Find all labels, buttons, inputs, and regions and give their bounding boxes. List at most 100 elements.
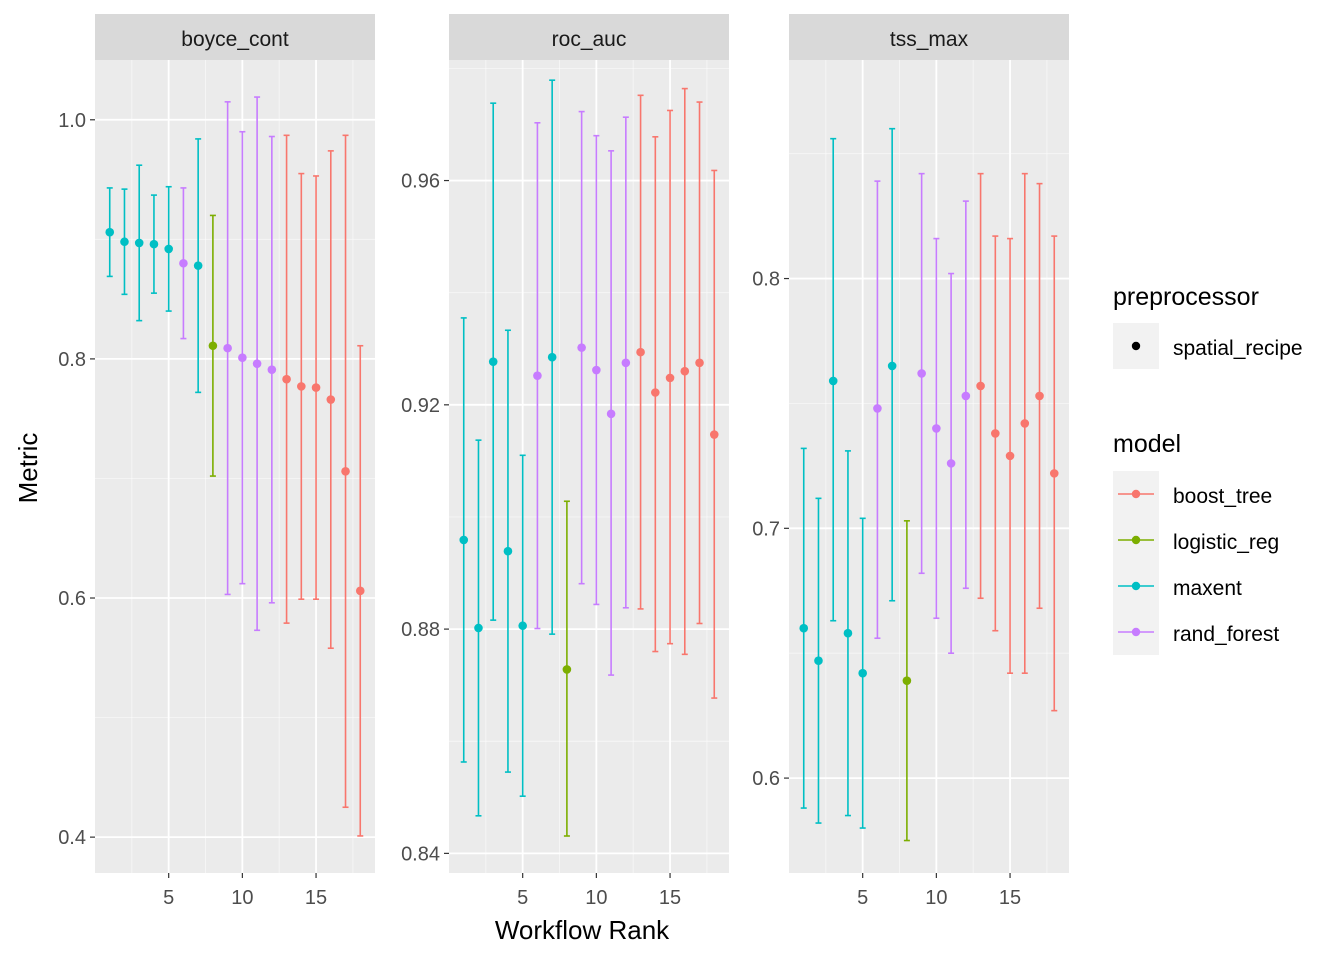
data-point-maxent bbox=[164, 244, 173, 254]
data-point-logistic_reg bbox=[902, 676, 912, 685]
errorbar-boost_tree bbox=[709, 169, 719, 699]
y-tick-label: 0.96 bbox=[401, 171, 440, 193]
errorbar-rand_forest bbox=[621, 116, 631, 609]
legend-key-point bbox=[1131, 535, 1141, 545]
data-point-rand_forest bbox=[873, 404, 882, 413]
data-point-rand_forest bbox=[252, 359, 262, 368]
legend-point-icon bbox=[1131, 341, 1141, 351]
data-point-maxent bbox=[134, 238, 144, 248]
x-tick-label: 15 bbox=[999, 887, 1021, 909]
errorbar-maxent bbox=[134, 164, 144, 322]
errorbar-rand_forest bbox=[873, 180, 882, 640]
data-point-maxent bbox=[547, 352, 557, 362]
errorbar-rand_forest bbox=[252, 96, 262, 632]
errorbar-rand_forest bbox=[932, 237, 941, 620]
legend-entry-logistic_reg: logistic_reg bbox=[1113, 517, 1279, 563]
data-point-maxent bbox=[814, 656, 823, 665]
data-point-rand_forest bbox=[621, 358, 631, 368]
data-point-boost_tree bbox=[709, 430, 719, 439]
data-point-boost_tree bbox=[282, 374, 291, 384]
x-tick-label: 10 bbox=[231, 887, 253, 909]
errorbar-maxent bbox=[193, 138, 203, 394]
data-point-maxent bbox=[843, 628, 853, 638]
y-tick-label: 0.92 bbox=[401, 395, 440, 417]
facet-roc_auc: roc_auc 0.84 0.88 0.92 0.96 5 10 15 bbox=[401, 14, 729, 909]
data-point-maxent bbox=[105, 227, 115, 237]
errorbar-boost_tree bbox=[991, 235, 1000, 632]
data-point-maxent bbox=[474, 623, 483, 633]
data-point-logistic_reg bbox=[562, 665, 572, 674]
errorbar-boost_tree bbox=[651, 136, 660, 653]
data-point-boost_tree bbox=[355, 586, 365, 596]
x-tick-label: 15 bbox=[305, 887, 327, 909]
legend-title-preprocessor: preprocessor bbox=[1113, 283, 1259, 311]
legend-title-model: model bbox=[1113, 430, 1181, 458]
legend-key-point bbox=[1131, 489, 1141, 499]
errorbar-boost_tree bbox=[326, 150, 336, 650]
data-point-boost_tree bbox=[680, 366, 690, 376]
errorbar-maxent bbox=[503, 329, 513, 773]
errorbar-boost_tree bbox=[695, 101, 704, 625]
legend-entry-maxent: maxent bbox=[1113, 563, 1242, 609]
data-point-rand_forest bbox=[238, 353, 247, 363]
errorbar-boost_tree bbox=[297, 172, 306, 601]
data-point-rand_forest bbox=[179, 258, 188, 268]
errorbar-boost_tree bbox=[1035, 182, 1044, 610]
data-point-boost_tree bbox=[976, 381, 985, 391]
errorbar-rand_forest bbox=[533, 121, 542, 630]
errorbar-maxent bbox=[547, 79, 557, 635]
data-point-boost_tree bbox=[1005, 451, 1015, 461]
legend-entry-rand_forest: rand_forest bbox=[1113, 609, 1279, 655]
x-tick-label: 5 bbox=[163, 887, 174, 909]
errorbar-logistic_reg bbox=[562, 500, 572, 837]
data-point-rand_forest bbox=[223, 343, 232, 353]
data-point-boost_tree bbox=[1049, 469, 1059, 478]
errorbar-maxent bbox=[149, 194, 159, 294]
errorbar-boost_tree bbox=[1005, 237, 1015, 674]
y-tick-label: 1.0 bbox=[58, 110, 86, 132]
errorbar-rand_forest bbox=[238, 130, 247, 585]
data-point-boost_tree bbox=[1020, 419, 1030, 428]
data-point-maxent bbox=[799, 623, 809, 633]
data-point-rand_forest bbox=[946, 459, 956, 468]
errorbar-rand_forest bbox=[223, 101, 232, 596]
errorbar-boost_tree bbox=[355, 344, 365, 837]
y-tick-label: 0.8 bbox=[752, 269, 780, 291]
errorbar-maxent bbox=[164, 185, 173, 312]
data-point-maxent bbox=[488, 357, 498, 366]
data-point-boost_tree bbox=[1035, 391, 1044, 401]
errorbar-rand_forest bbox=[946, 272, 956, 655]
legend-key-point bbox=[1131, 627, 1141, 637]
data-point-rand_forest bbox=[267, 365, 277, 374]
errorbar-maxent bbox=[488, 102, 498, 621]
data-point-maxent bbox=[828, 376, 838, 386]
data-point-boost_tree bbox=[695, 358, 704, 368]
errorbar-rand_forest bbox=[592, 134, 601, 606]
data-point-rand_forest bbox=[533, 371, 542, 380]
errorbar-boost_tree bbox=[1020, 172, 1030, 674]
data-point-boost_tree bbox=[665, 373, 675, 383]
data-point-maxent bbox=[193, 261, 203, 270]
data-point-boost_tree bbox=[311, 383, 321, 392]
y-tick-label: 0.84 bbox=[401, 843, 440, 865]
data-point-maxent bbox=[518, 621, 527, 631]
errorbar-boost_tree bbox=[1049, 235, 1059, 712]
data-point-maxent bbox=[149, 239, 159, 249]
data-point-boost_tree bbox=[341, 466, 350, 476]
facet-strip-label: roc_auc bbox=[552, 28, 627, 51]
data-point-rand_forest bbox=[577, 343, 586, 352]
legend-label-maxent: maxent bbox=[1173, 577, 1242, 600]
facets-group: boyce_cont 0.4 0.6 0.8 1.0 5 10 15 roc_auc 0.84 0.… bbox=[58, 14, 1069, 909]
errorbar-maxent bbox=[828, 137, 838, 622]
y-tick-label: 0.88 bbox=[401, 619, 440, 641]
errorbar-maxent bbox=[105, 187, 115, 278]
facet-strip bbox=[449, 14, 729, 60]
x-tick-label: 10 bbox=[925, 887, 947, 909]
facet-tss_max: tss_max 0.6 0.7 0.8 5 10 15 bbox=[752, 14, 1069, 909]
errorbar-boost_tree bbox=[665, 109, 675, 645]
y-tick-label: 0.4 bbox=[58, 827, 86, 849]
errorbar-logistic_reg bbox=[902, 520, 912, 842]
y-tick-label: 0.6 bbox=[58, 588, 86, 610]
errorbar-boost_tree bbox=[341, 134, 350, 809]
